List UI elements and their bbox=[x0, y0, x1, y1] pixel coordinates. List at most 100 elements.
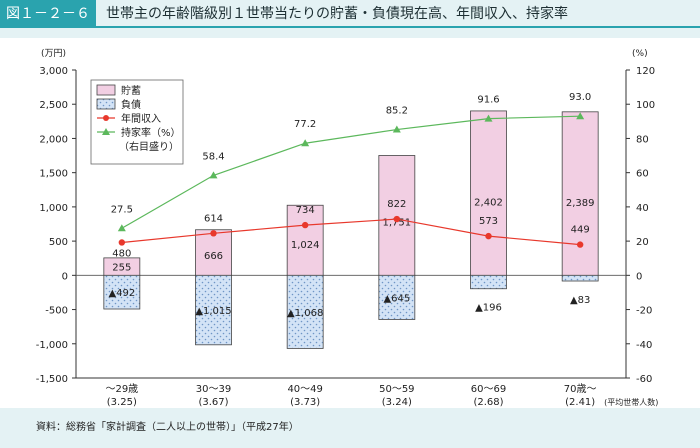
debt-bar bbox=[470, 274, 507, 290]
annual-income-line bbox=[121, 218, 581, 246]
savings-value-label: 255 bbox=[112, 263, 131, 274]
legend-debt-label: 負債 bbox=[121, 98, 141, 111]
debt-value-label: ▲492 bbox=[108, 288, 135, 299]
source-note: 資料：総務省「家計調査（二人以上の世帯）」（平成27年） bbox=[36, 422, 299, 433]
ownership-rate-line bbox=[121, 115, 581, 229]
annual-income-label: 449 bbox=[571, 225, 590, 236]
ownership-rate-point bbox=[301, 139, 310, 147]
x-tick-label: 30～39 bbox=[196, 384, 231, 395]
y-left-tick-label: -1,000 bbox=[36, 340, 68, 351]
y-left-tick-label: 2,500 bbox=[39, 100, 68, 111]
y-right-tick-label: -40 bbox=[636, 340, 652, 351]
y-right-unit: (%) bbox=[632, 49, 648, 59]
annual-income-point bbox=[210, 230, 217, 237]
y-right-tick-label: -20 bbox=[636, 306, 652, 317]
ownership-rate-label: 91.6 bbox=[477, 95, 499, 106]
ownership-rate-point bbox=[117, 224, 126, 232]
x-tick-label: 70歳～ bbox=[564, 383, 597, 395]
savings-bar bbox=[195, 229, 232, 276]
ownership-rate-label: 85.2 bbox=[386, 106, 408, 117]
legend-debt-swatch bbox=[96, 98, 116, 110]
ownership-rate-label: 93.0 bbox=[569, 92, 591, 103]
savings-bar bbox=[561, 111, 599, 276]
debt-bar bbox=[103, 274, 141, 310]
figure-number: 図１－２－６ bbox=[0, 0, 96, 28]
debt-bar bbox=[378, 274, 416, 320]
x-sublabel-note: (平均世帯人数) bbox=[604, 397, 658, 407]
x-tick-label: 50～59 bbox=[379, 384, 414, 395]
savings-value-label: 1,024 bbox=[291, 240, 320, 251]
x-tick-label: 60～69 bbox=[471, 384, 506, 395]
legend-savings-label: 貯蓄 bbox=[121, 85, 141, 97]
annual-income-label: 573 bbox=[479, 216, 498, 227]
savings-bar bbox=[286, 204, 324, 276]
x-tick-sublabel: (2.68) bbox=[473, 397, 503, 408]
annual-income-point bbox=[301, 221, 309, 229]
legend-income-label: 年間収入 bbox=[121, 112, 161, 125]
y-left-tick-label: 1,000 bbox=[39, 203, 68, 214]
figure-header: 図１－２－６ 世帯主の年齢階級別１世帯当たりの貯蓄・負債現在高、年間収入、持家率 bbox=[0, 0, 700, 28]
debt-bar bbox=[561, 274, 599, 282]
y-left-tick-label: 0 bbox=[62, 271, 68, 282]
x-tick-sublabel: (3.67) bbox=[198, 397, 228, 408]
y-left-tick-label: 500 bbox=[49, 237, 68, 248]
annual-income-label: 614 bbox=[204, 213, 223, 224]
x-tick-label: ～29歳 bbox=[105, 383, 138, 395]
debt-value-label: ▲1,068 bbox=[287, 308, 323, 319]
x-tick-label: 40～49 bbox=[287, 384, 322, 395]
debt-bar bbox=[195, 274, 232, 346]
debt-value-label: ▲83 bbox=[570, 295, 590, 306]
y-right-tick-label: 60 bbox=[636, 169, 649, 180]
y-left-tick-label: 3,000 bbox=[39, 66, 68, 77]
legend-income-marker bbox=[103, 115, 109, 121]
header-rule bbox=[96, 26, 700, 28]
chart-panel: 3,000 2,500 2,000 1,500 1,000 500 0 -500 -1,000 -… bbox=[0, 38, 700, 408]
legend-ownership-marker bbox=[102, 128, 110, 135]
ownership-rate-point bbox=[576, 112, 585, 120]
x-tick-sublabel: (2.41) bbox=[565, 397, 595, 408]
y-right-tick-label: 100 bbox=[636, 100, 655, 111]
ownership-rate-point bbox=[484, 114, 493, 122]
savings-value-label: 2,402 bbox=[474, 197, 503, 208]
annual-income-label: 480 bbox=[112, 248, 131, 259]
x-tick-sublabel: (3.73) bbox=[290, 397, 320, 408]
y-left-tick-label: 1,500 bbox=[39, 169, 68, 180]
y-right-tick-label: -60 bbox=[636, 374, 652, 385]
savings-value-label: 1,751 bbox=[383, 217, 412, 228]
y-right-tick-label: 120 bbox=[636, 66, 655, 77]
y-left-tick-label: -500 bbox=[45, 306, 68, 317]
savings-bar bbox=[378, 155, 416, 276]
ownership-rate-label: 77.2 bbox=[294, 119, 316, 130]
debt-bar bbox=[286, 274, 324, 349]
legend-savings-swatch bbox=[96, 84, 116, 96]
annual-income-label: 822 bbox=[387, 199, 406, 210]
ownership-rate-label: 58.4 bbox=[202, 151, 224, 162]
legend-ownership-label: 持家率（%） bbox=[121, 126, 181, 139]
annual-income-label: 734 bbox=[296, 205, 315, 216]
y-right-tick-label: 20 bbox=[636, 237, 649, 248]
legend-ownership-sublabel: （右目盛り） bbox=[119, 140, 179, 153]
savings-value-label: 2,389 bbox=[566, 198, 595, 209]
chart: 3,000 2,500 2,000 1,500 1,000 500 0 -500 -1,000 -… bbox=[36, 48, 659, 408]
y-right-tick-label: 40 bbox=[636, 203, 649, 214]
y-left-unit: (万円) bbox=[41, 48, 66, 59]
debt-value-label: ▲645 bbox=[383, 293, 410, 304]
debt-value-label: ▲196 bbox=[475, 303, 502, 314]
annual-income-point bbox=[485, 232, 492, 240]
y-right-tick-label: 80 bbox=[636, 134, 649, 145]
figure-title: 世帯主の年齢階級別１世帯当たりの貯蓄・負債現在高、年間収入、持家率 bbox=[106, 6, 568, 22]
ownership-rate-point bbox=[392, 125, 401, 133]
annual-income-point bbox=[118, 239, 126, 246]
ownership-rate-point bbox=[209, 171, 218, 179]
y-left-tick-label: 2,000 bbox=[39, 134, 68, 145]
annual-income-point bbox=[576, 241, 584, 248]
y-left-tick-label: -1,500 bbox=[36, 374, 68, 385]
x-tick-sublabel: (3.24) bbox=[382, 397, 412, 408]
savings-value-label: 666 bbox=[204, 251, 223, 262]
ownership-rate-label: 27.5 bbox=[111, 204, 133, 215]
debt-value-label: ▲1,015 bbox=[195, 306, 231, 317]
savings-bar bbox=[470, 110, 507, 276]
y-right-tick-label: 0 bbox=[636, 271, 642, 282]
annual-income-point bbox=[393, 215, 401, 223]
x-tick-sublabel: (3.25) bbox=[107, 397, 137, 408]
